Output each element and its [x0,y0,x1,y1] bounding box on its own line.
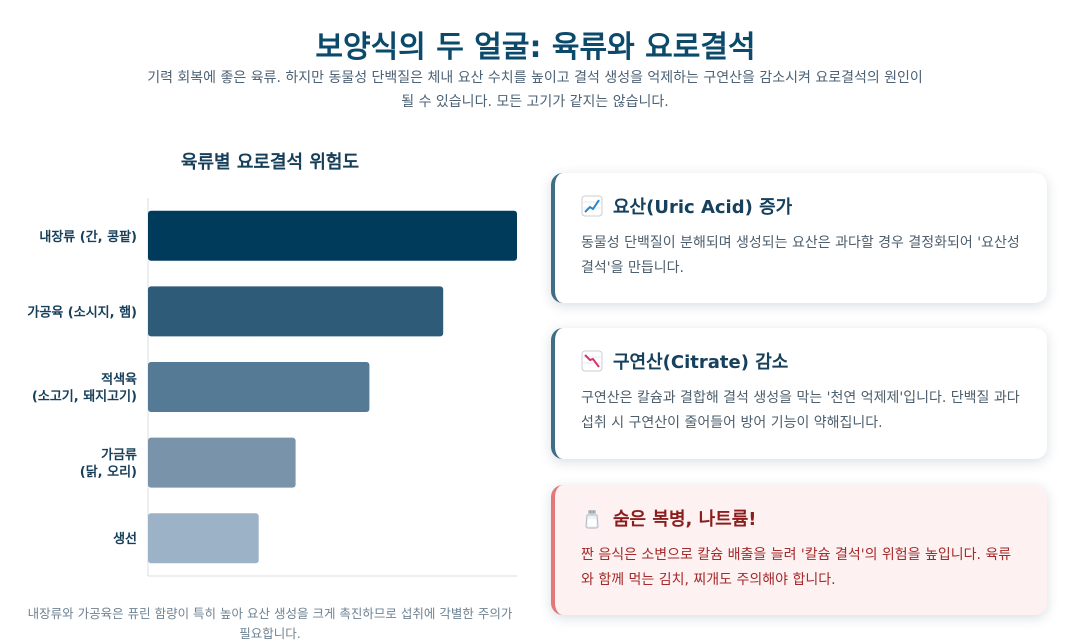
category-label: 내장류 (간, 콩팥) [39,229,137,245]
category-label: 가공육 (소시지, 햄) [27,304,137,320]
card-title: 요산(Uric Acid) 증가 [613,197,793,218]
card-title: 숨은 복병, 나트륨! [613,509,757,530]
chart-decreasing-icon [581,350,603,372]
citrate-card: 구연산(Citrate) 감소 구연산은 칼슘과 결합해 결석 생성을 막는 '… [551,328,1047,459]
uric-acid-card: 요산(Uric Acid) 증가 동물성 단백질이 분해되며 생성되는 요산은 … [551,173,1047,303]
card-text: 구연산은 칼슘과 결합해 결석 생성을 막는 '천연 억제제'입니다. 단백질 … [581,390,1020,431]
card-text: 동물성 단백질이 분해되며 생성되는 요산은 과다할 경우 결정화되어 '요산성… [581,235,1020,276]
chart-caption: 내장류와 가공육은 퓨린 함량이 특히 높아 요산 생성을 크게 촉진하므로 섭… [27,606,513,641]
bar [148,437,296,488]
category-label: 생선 [113,531,137,547]
page-title: 보양식의 두 얼굴: 육류와 요로결석 [315,30,756,65]
chart-title: 육류별 요로결석 위험도 [180,152,360,173]
category-label: 적색육 [101,372,137,388]
bar-chart: 내장류 (간, 콩팥) 가공육 (소시지, 햄) 적색육(소고기, 돼지고기) 가금류… [27,198,517,577]
sodium-warning-card: 숨은 복병, 나트륨! 짠 음식은 소변으로 칼슘 배출을 늘려 '칼슘 결석'… [551,485,1047,615]
bar [148,513,259,564]
page-subtitle: 기력 회복에 좋은 육류. 하지만 동물성 단백질은 체내 요산 수치를 높이고… [147,70,923,110]
category-label: (소고기, 돼지고기) [32,389,137,405]
bar [148,362,370,412]
bar [148,286,444,337]
category-label: 가금류 [101,448,137,463]
bar [148,210,517,261]
category-label: (닭, 오리) [80,464,137,480]
chart-increasing-icon [581,195,603,217]
card-title: 구연산(Citrate) 감소 [613,352,789,373]
salt-shaker-icon [585,510,599,529]
card-text: 짠 음식은 소변으로 칼슘 배출을 늘려 '칼슘 결석'의 위험을 높입니다. … [581,547,1012,588]
